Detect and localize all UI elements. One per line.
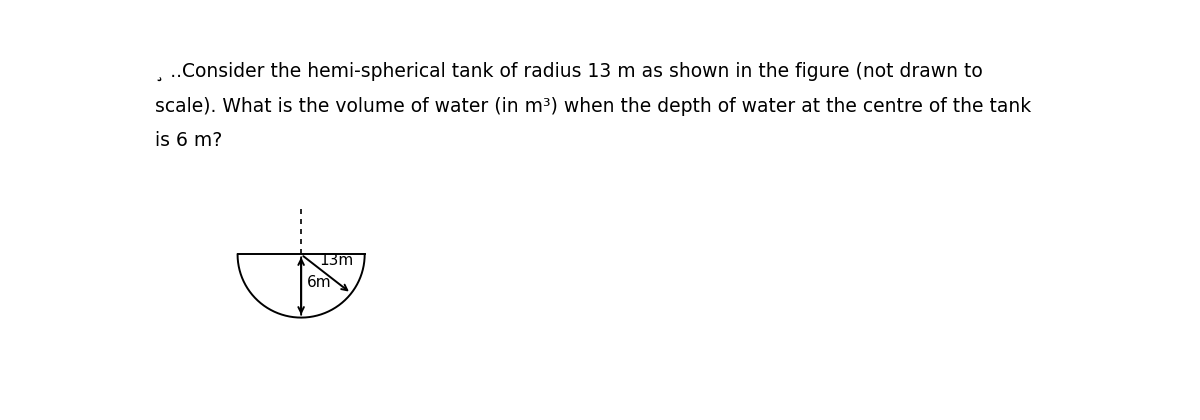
Text: is 6 m?: is 6 m? [155,131,222,150]
Text: 13m: 13m [319,253,354,268]
Text: ¸ ..Consider the hemi-spherical tank of radius 13 m as shown in the figure (not : ¸ ..Consider the hemi-spherical tank of … [155,62,983,81]
Text: 6m: 6m [306,276,331,290]
Text: scale). What is the volume of water (in m³) when the depth of water at the centr: scale). What is the volume of water (in … [155,97,1031,116]
